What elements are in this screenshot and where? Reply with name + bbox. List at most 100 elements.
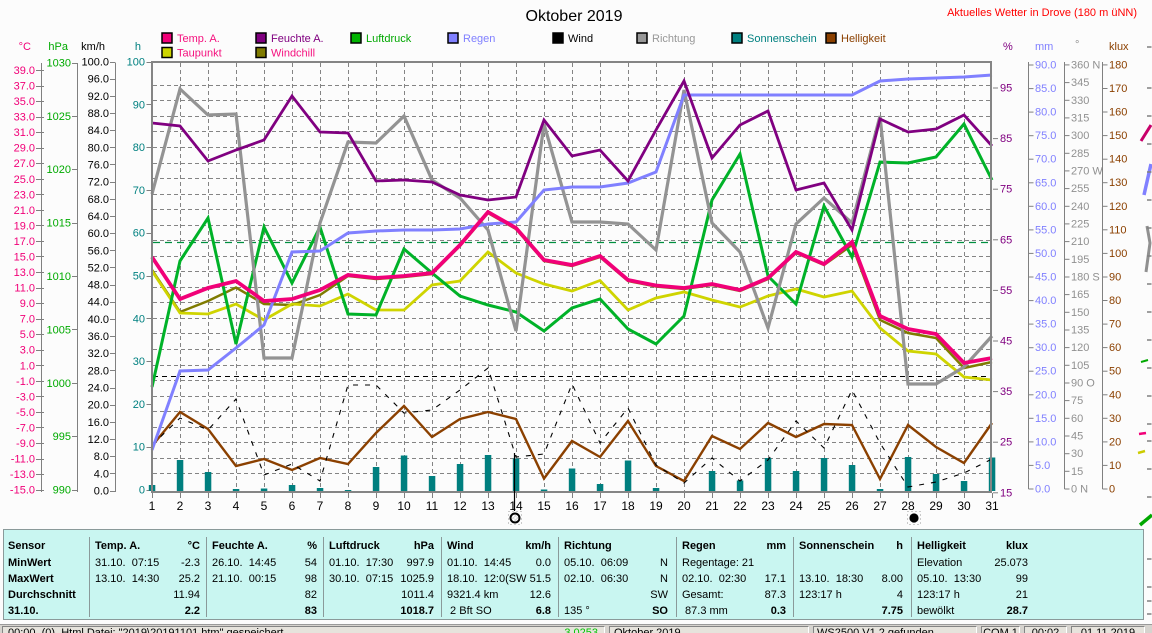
svg-text:70: 70	[1109, 319, 1121, 331]
svg-text:90: 90	[133, 99, 145, 111]
svg-text:0.0: 0.0	[1035, 484, 1050, 496]
svg-text:80: 80	[133, 142, 145, 154]
svg-text:-13.0: -13.0	[10, 469, 35, 481]
svg-text:100.0: 100.0	[81, 57, 109, 69]
svg-text:270 W: 270 W	[1071, 165, 1103, 177]
svg-text:84.0: 84.0	[88, 125, 109, 137]
svg-text:75.0: 75.0	[1035, 130, 1056, 142]
svg-text:16.0: 16.0	[88, 417, 109, 429]
svg-text:19.0: 19.0	[14, 220, 35, 232]
svg-text:5.0: 5.0	[1035, 460, 1050, 472]
svg-text:76.0: 76.0	[88, 160, 109, 172]
svg-text:160: 160	[1109, 107, 1127, 119]
svg-text:-3.0: -3.0	[16, 391, 35, 403]
svg-text:1000: 1000	[47, 378, 71, 390]
svg-text:30.0: 30.0	[1035, 342, 1056, 354]
svg-text:25: 25	[817, 499, 831, 513]
svg-text:90.0: 90.0	[1035, 60, 1056, 72]
svg-text:1020: 1020	[47, 164, 71, 176]
svg-text:45: 45	[1000, 336, 1012, 348]
svg-text:Aktuelles Wetter in Drove (180: Aktuelles Wetter in Drove (180 m üNN)	[947, 7, 1137, 19]
svg-text:80.0: 80.0	[88, 142, 109, 154]
svg-text:180: 180	[1109, 59, 1127, 71]
svg-text:31.0: 31.0	[14, 127, 35, 139]
svg-text:Richtung: Richtung	[652, 33, 695, 45]
svg-text:1010: 1010	[47, 271, 71, 283]
svg-text:1015: 1015	[47, 218, 71, 230]
svg-text:15: 15	[537, 499, 551, 513]
svg-text:2: 2	[177, 499, 184, 513]
svg-text:25.0: 25.0	[1035, 366, 1056, 378]
svg-text:105: 105	[1071, 360, 1089, 372]
svg-text:55: 55	[1000, 285, 1012, 297]
svg-text:9: 9	[373, 499, 380, 513]
svg-text:48.0: 48.0	[88, 280, 109, 292]
svg-text:13.0: 13.0	[14, 267, 35, 279]
svg-text:-11.0: -11.0	[11, 454, 35, 466]
svg-text:75: 75	[1071, 395, 1083, 407]
svg-text:-5.0: -5.0	[16, 407, 35, 419]
svg-text:3: 3	[205, 499, 212, 513]
svg-text:24.0: 24.0	[88, 383, 109, 395]
svg-text:100: 100	[1109, 248, 1127, 260]
svg-text:55.0: 55.0	[1035, 224, 1056, 236]
svg-text:27: 27	[873, 499, 887, 513]
svg-text:Wind: Wind	[568, 33, 593, 45]
svg-text:80: 80	[1109, 295, 1121, 307]
svg-text:60.0: 60.0	[1035, 201, 1056, 213]
svg-text:4: 4	[233, 499, 240, 513]
svg-text:10: 10	[397, 499, 411, 513]
svg-text:85: 85	[1000, 133, 1012, 145]
svg-text:Windchill: Windchill	[271, 48, 315, 60]
svg-text:50.0: 50.0	[1035, 248, 1056, 260]
svg-text:21.0: 21.0	[14, 205, 35, 217]
svg-text:240: 240	[1071, 201, 1089, 213]
svg-text:72.0: 72.0	[88, 177, 109, 189]
svg-text:0.0: 0.0	[94, 486, 109, 498]
svg-text:1025: 1025	[47, 111, 71, 123]
svg-text:15: 15	[1071, 466, 1083, 478]
svg-text:39.0: 39.0	[14, 65, 35, 77]
svg-text:25: 25	[1000, 437, 1012, 449]
svg-text:11: 11	[426, 499, 439, 513]
svg-text:10.0: 10.0	[1035, 436, 1056, 448]
svg-text:92.0: 92.0	[88, 91, 109, 103]
svg-text:150: 150	[1109, 130, 1127, 142]
svg-text:28: 28	[901, 499, 915, 513]
svg-text:210: 210	[1071, 236, 1089, 248]
svg-text:23: 23	[761, 499, 775, 513]
svg-text:hPa: hPa	[48, 41, 68, 53]
svg-text:33.0: 33.0	[14, 112, 35, 124]
svg-text:19: 19	[649, 499, 663, 513]
svg-text:14: 14	[509, 499, 523, 513]
svg-text:0 N: 0 N	[1071, 484, 1088, 496]
svg-text:Temp. A.: Temp. A.	[177, 33, 220, 45]
svg-text:15.0: 15.0	[1035, 413, 1056, 425]
svg-text:°C: °C	[19, 41, 31, 53]
svg-text:8.0: 8.0	[94, 451, 109, 463]
svg-text:60.0: 60.0	[88, 228, 109, 240]
svg-text:195: 195	[1071, 254, 1089, 266]
svg-text:%: %	[1003, 41, 1013, 53]
svg-text:52.0: 52.0	[88, 262, 109, 274]
svg-text:60: 60	[133, 228, 145, 240]
svg-text:100: 100	[127, 57, 145, 69]
svg-text:24: 24	[789, 499, 803, 513]
svg-text:h: h	[135, 41, 141, 53]
svg-text:40: 40	[133, 313, 145, 325]
svg-text:20.0: 20.0	[1035, 389, 1056, 401]
svg-text:90: 90	[1109, 272, 1121, 284]
svg-text:22: 22	[733, 499, 747, 513]
svg-text:64.0: 64.0	[88, 211, 109, 223]
svg-text:88.0: 88.0	[88, 108, 109, 120]
svg-text:0: 0	[1109, 484, 1115, 496]
svg-text:mm: mm	[1035, 41, 1053, 53]
svg-text:170: 170	[1109, 83, 1127, 95]
svg-text:225: 225	[1071, 218, 1089, 230]
svg-text:1005: 1005	[47, 324, 71, 336]
svg-text:995: 995	[53, 431, 71, 443]
svg-text:10: 10	[1109, 460, 1121, 472]
svg-text:30: 30	[1071, 448, 1083, 460]
svg-text:45.0: 45.0	[1035, 272, 1056, 284]
svg-text:255: 255	[1071, 183, 1089, 195]
